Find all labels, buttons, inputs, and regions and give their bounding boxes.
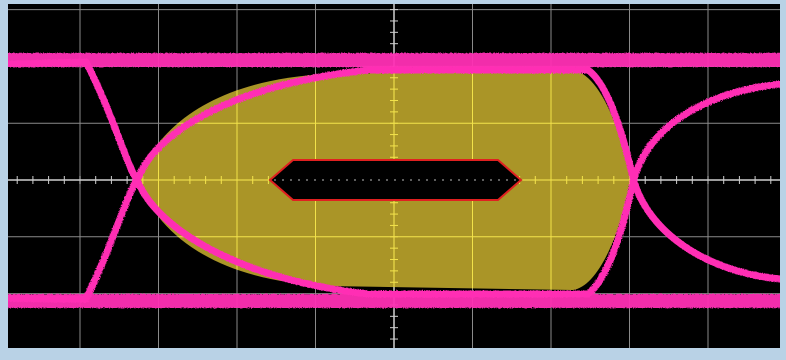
trace-far-left-fall [8, 58, 90, 68]
eye-traces [8, 53, 780, 308]
trace-left-fall [82, 58, 592, 298]
trace-right-rise [584, 80, 780, 298]
oscilloscope-screen [8, 4, 780, 348]
trace-left-rise [82, 66, 592, 303]
eye-diagram-plot [8, 4, 780, 348]
trace-far-left-rise [8, 294, 90, 303]
